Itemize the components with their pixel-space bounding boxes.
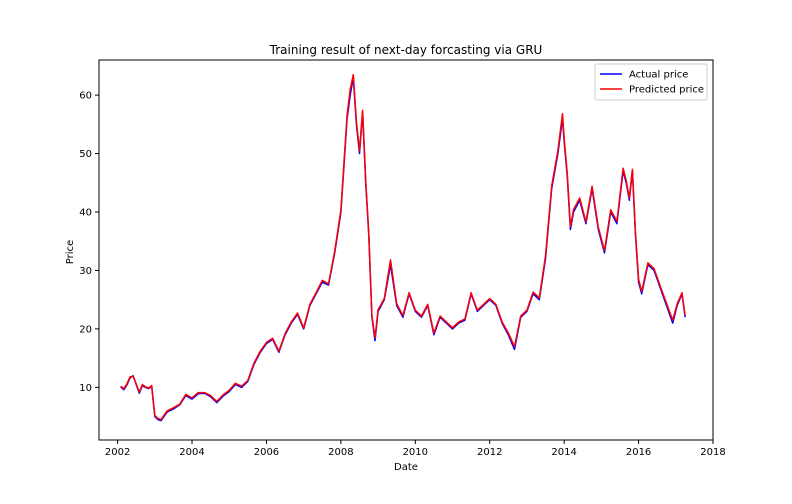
x-tick-label: 2018 [700, 447, 725, 458]
x-tick-label: 2012 [477, 447, 502, 458]
x-tick-label: 2008 [328, 447, 353, 458]
y-axis-title: Price [65, 240, 76, 264]
plot-frame [98, 59, 714, 441]
legend-label-actual: Actual price [629, 70, 688, 81]
y-tick-label: 20 [79, 324, 92, 335]
chart-title: Training result of next-day forcasting v… [269, 43, 543, 57]
x-axis: 2002 2004 2006 2008 2010 2012 2014 2016 2018 [105, 440, 726, 458]
legend-label-predicted: Predicted price [629, 85, 704, 96]
x-tick-label: 2014 [551, 447, 576, 458]
y-tick-label: 30 [79, 266, 92, 277]
y-tick-label: 50 [79, 149, 92, 160]
x-axis-title: Date [394, 462, 418, 473]
x-tick-label: 2010 [403, 447, 428, 458]
y-tick-label: 60 [79, 91, 92, 102]
plot-lines [120, 73, 686, 422]
y-axis: 10 20 30 40 50 60 [79, 91, 99, 394]
legend: Actual price Predicted price [594, 63, 708, 101]
x-tick-label: 2002 [105, 447, 130, 458]
x-tick-label: 2016 [626, 447, 651, 458]
y-tick-label: 10 [79, 383, 92, 394]
x-tick-label: 2006 [254, 447, 279, 458]
legend-box [594, 63, 708, 101]
series-line-predicted [120, 73, 686, 421]
y-tick-label: 40 [79, 208, 92, 219]
x-tick-label: 2004 [179, 447, 204, 458]
